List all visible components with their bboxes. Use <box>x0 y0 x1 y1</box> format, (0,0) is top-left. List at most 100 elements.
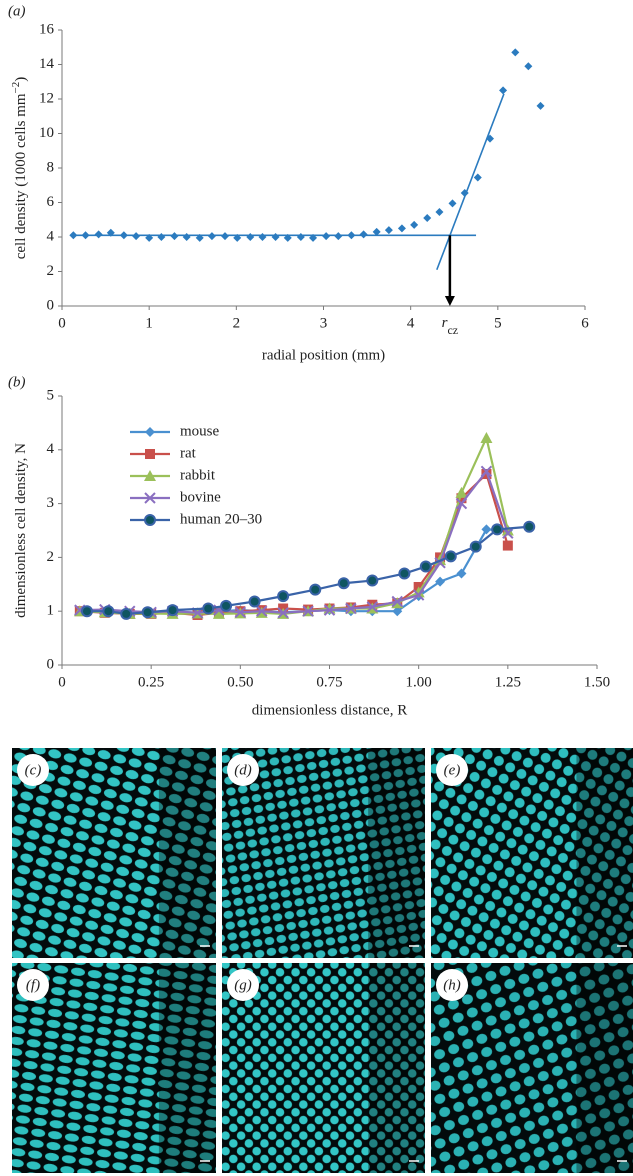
marker <box>410 220 419 229</box>
marker <box>145 427 155 437</box>
marker <box>207 232 216 241</box>
marker <box>221 232 230 241</box>
panel-label: (e) <box>444 762 461 778</box>
marker <box>334 232 343 241</box>
panel-label: (g) <box>234 977 252 993</box>
legend-label: mouse <box>180 423 220 439</box>
marker <box>469 540 482 553</box>
marker <box>248 595 261 608</box>
marker <box>391 595 403 608</box>
micrograph-shade <box>158 748 216 958</box>
marker <box>412 589 425 601</box>
marker <box>480 465 493 478</box>
marker <box>455 497 468 510</box>
marker <box>423 214 432 223</box>
marker <box>435 207 444 216</box>
y-axis-label-sup: −2 <box>10 82 22 94</box>
marker <box>419 560 432 573</box>
marker <box>392 606 403 617</box>
annotation-sub: cz <box>447 323 458 337</box>
micrograph <box>12 748 216 958</box>
marker <box>384 226 393 235</box>
x-tick-label: 5 <box>494 315 502 331</box>
marker <box>323 604 336 616</box>
marker <box>491 523 504 536</box>
marker <box>145 233 154 242</box>
marker <box>81 231 90 240</box>
marker <box>182 233 191 241</box>
marker <box>102 605 115 618</box>
panel-label-bg <box>227 969 259 1001</box>
x-tick-label: 2 <box>233 315 241 331</box>
y-axis-label: cell density (1000 cells mm−2) <box>10 77 30 260</box>
marker <box>233 233 242 242</box>
marker <box>460 189 469 198</box>
marker <box>119 231 128 240</box>
panel-label: (f) <box>26 977 40 993</box>
marker <box>220 599 233 612</box>
marker <box>412 586 425 598</box>
y-tick-label: 0 <box>47 297 55 313</box>
marker <box>511 48 520 57</box>
series-line <box>79 434 509 615</box>
marker <box>480 431 493 443</box>
y-tick-label: 10 <box>39 125 54 141</box>
series-line <box>79 469 509 614</box>
y-axis-label: dimensionless cell density, N <box>13 443 29 618</box>
marker <box>106 228 115 237</box>
series-line <box>79 528 508 614</box>
panel-label-bg <box>436 969 468 1001</box>
micrograph <box>431 748 633 958</box>
y-axis-label-end: ) <box>13 77 29 82</box>
marker <box>398 567 411 580</box>
marker <box>502 540 513 551</box>
y-tick-label: 4 <box>47 228 55 244</box>
marker <box>166 604 179 617</box>
x-tick-label: 0.25 <box>138 674 164 690</box>
marker <box>246 233 255 241</box>
x-tick-label: 4 <box>407 315 415 331</box>
x-tick-label: 1.00 <box>406 674 432 690</box>
marker <box>283 233 292 242</box>
arrow-head <box>444 296 455 306</box>
panel-label-bg <box>227 754 259 786</box>
annotation-text: r <box>442 315 448 331</box>
annotation: rcz <box>442 315 459 336</box>
marker <box>366 601 379 613</box>
x-tick-label: 0 <box>58 674 66 690</box>
marker <box>144 492 156 504</box>
panel-label: (b) <box>8 374 26 390</box>
y-axis-label-text: cell density (1000 cells mm <box>13 93 29 259</box>
legend-label: human 20–30 <box>180 511 262 527</box>
x-tick-label: 6 <box>581 315 589 331</box>
x-tick-label: 0.75 <box>316 674 342 690</box>
y-axis-label-text: dimensionless cell density, N <box>13 443 29 618</box>
marker <box>499 86 508 95</box>
y-tick-label: 5 <box>47 387 55 403</box>
marker <box>455 486 468 498</box>
x-axis-label: dimensionless distance, R <box>252 702 407 718</box>
marker <box>444 550 457 563</box>
marker <box>485 134 494 143</box>
y-tick-label: 4 <box>47 441 55 457</box>
y-tick-label: 2 <box>47 263 55 279</box>
panel-label: (c) <box>25 762 42 778</box>
marker <box>359 230 368 239</box>
marker <box>271 233 280 241</box>
marker <box>141 606 154 619</box>
marker <box>302 605 314 617</box>
marker <box>212 607 225 619</box>
x-tick-label: 0.50 <box>227 674 253 690</box>
marker <box>120 607 133 620</box>
x-tick-label: 1.25 <box>495 674 521 690</box>
marker <box>456 493 467 504</box>
legend-label: bovine <box>180 489 221 505</box>
x-tick-label: 1 <box>145 315 153 331</box>
legend-label: rabbit <box>180 467 216 483</box>
marker <box>144 514 156 526</box>
x-axis-label: radial position (mm) <box>262 347 385 363</box>
micrograph-shade <box>368 963 425 1173</box>
marker <box>277 607 289 619</box>
marker <box>524 62 533 71</box>
marker <box>366 574 379 587</box>
